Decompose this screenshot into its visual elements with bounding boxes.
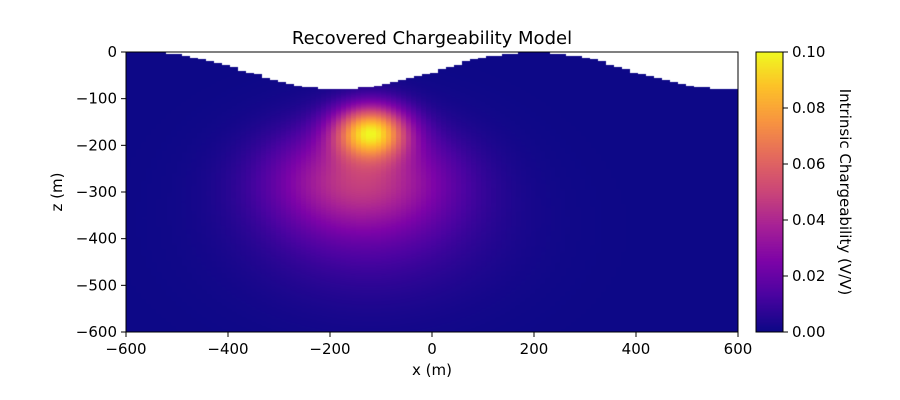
x-tick-label: −200 — [309, 340, 350, 358]
colorbar-tick-label: 0.08 — [792, 99, 825, 117]
x-axis-label: x (m) — [412, 361, 452, 379]
colorbar-tick-label: 0.10 — [792, 43, 825, 61]
y-axis-label: z (m) — [48, 173, 66, 212]
plot-frame — [125, 51, 739, 333]
y-tick-label: −500 — [76, 276, 117, 294]
x-tick-label: 400 — [622, 340, 651, 358]
colorbar-frame — [755, 51, 784, 333]
y-tick-label: −100 — [76, 90, 117, 108]
y-tick-label: 0 — [107, 43, 117, 61]
colorbar-gradient — [756, 52, 783, 332]
y-tick-label: −200 — [76, 136, 117, 154]
colorbar-tick-label: 0.02 — [792, 267, 825, 285]
colorbar-tick-label: 0.04 — [792, 211, 825, 229]
colorbar-tick-label: 0.06 — [792, 155, 825, 173]
heatmap-image — [126, 52, 738, 332]
x-tick-label: 200 — [520, 340, 549, 358]
chart-title: Recovered Chargeability Model — [292, 28, 572, 49]
x-tick-label: 0 — [427, 340, 437, 358]
y-tick-label: −400 — [76, 230, 117, 248]
x-tick-label: 600 — [724, 340, 753, 358]
colorbar-tick-label: 0.00 — [792, 323, 825, 341]
colorbar-label: Intrinsic Chargeability (V/V) — [836, 89, 854, 296]
x-tick-label: −400 — [207, 340, 248, 358]
y-tick-label: −600 — [76, 323, 117, 341]
y-tick-label: −300 — [76, 183, 117, 201]
x-tick-label: −600 — [105, 340, 146, 358]
